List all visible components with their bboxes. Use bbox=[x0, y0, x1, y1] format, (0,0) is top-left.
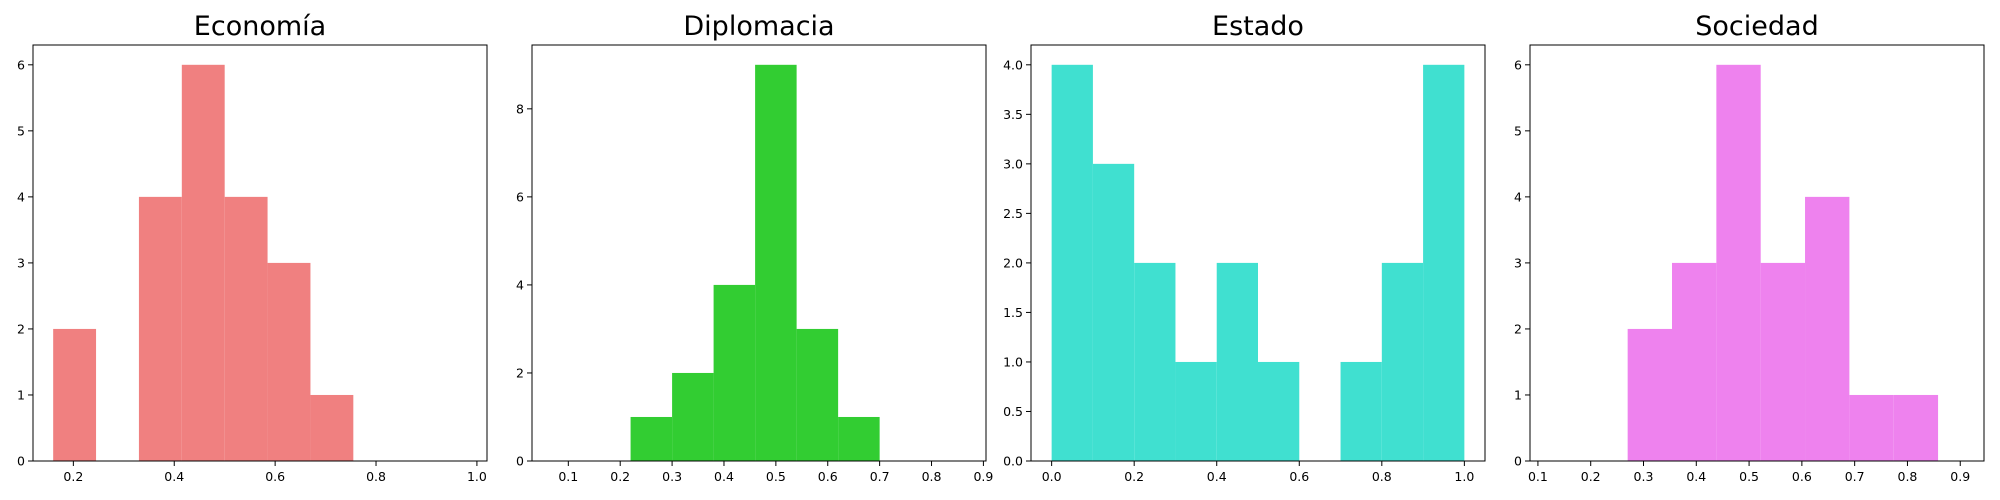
histogram-bar-5 bbox=[1258, 361, 1300, 461]
panel-sociedad: Sociedad 0.1 0.2 0.3 0.4 0.5 0.6 0.7 0.8 0.9 0 1 2 3… bbox=[1514, 11, 1985, 484]
y-tick-label: 1 bbox=[17, 387, 25, 402]
y-tick-label: 1.5 bbox=[1003, 305, 1023, 320]
panel-title: Sociedad bbox=[1695, 11, 1818, 42]
x-tick-label: 0.5 bbox=[1739, 469, 1759, 484]
histogram-bar-6 bbox=[1893, 394, 1939, 461]
y-tick-label: 3 bbox=[1514, 255, 1522, 270]
histogram-bar-4 bbox=[224, 196, 268, 461]
y-tick-label: 2.5 bbox=[1003, 206, 1023, 221]
histogram-bar-2 bbox=[713, 284, 756, 461]
y-tick-label: 3.0 bbox=[1003, 156, 1023, 171]
y-tick-label: 6 bbox=[17, 57, 25, 72]
histogram-bar-0 bbox=[630, 416, 673, 461]
x-tick-label: 0.2 bbox=[610, 469, 630, 484]
y-tick-label: 5 bbox=[1514, 123, 1522, 138]
x-tick-label: 0.4 bbox=[1686, 469, 1706, 484]
histogram-bar-3 bbox=[1175, 361, 1217, 461]
histogram-bar-1 bbox=[1672, 262, 1717, 461]
y-tick-label: 2 bbox=[17, 321, 25, 336]
x-tick-label: 0.3 bbox=[662, 469, 682, 484]
histogram-bar-2 bbox=[1716, 64, 1761, 462]
axes-frame bbox=[32, 44, 488, 462]
panel-economia: Economía 0.2 0.4 0.6 0.8 1.0 0 1 2 3 4 5 6 bbox=[17, 11, 488, 484]
axes-frame bbox=[1030, 44, 1486, 462]
axes-frame bbox=[1529, 44, 1985, 462]
histogram-bar-5 bbox=[1849, 394, 1894, 461]
x-tick-label: 0.4 bbox=[164, 469, 184, 484]
histogram-bar-2 bbox=[1134, 262, 1176, 461]
x-tick-label: 1.0 bbox=[1454, 469, 1474, 484]
y-tick-label: 4 bbox=[516, 277, 524, 292]
x-tick-label: 0.4 bbox=[714, 469, 734, 484]
x-tick-label: 0.0 bbox=[1042, 469, 1062, 484]
x-tick-label: 0.2 bbox=[63, 469, 83, 484]
x-tick-label: 0.6 bbox=[1792, 469, 1812, 484]
y-tick-label: 0 bbox=[1514, 454, 1522, 469]
histogram-bar-0 bbox=[1627, 328, 1673, 461]
y-tick-label: 6 bbox=[516, 189, 524, 204]
y-tick-label: 2 bbox=[1514, 321, 1522, 336]
x-tick-label: 1.0 bbox=[467, 469, 487, 484]
histogram-bar-4 bbox=[1216, 262, 1258, 461]
x-tick-label: 0.8 bbox=[922, 469, 942, 484]
histogram-bar-4 bbox=[796, 328, 839, 461]
y-tick-label: 6 bbox=[1514, 57, 1522, 72]
histogram-bar-0 bbox=[53, 328, 97, 461]
panel-title: Estado bbox=[1212, 11, 1304, 42]
x-tick-label: 0.1 bbox=[558, 469, 578, 484]
x-tick-label: 0.2 bbox=[1124, 469, 1144, 484]
y-tick-label: 4 bbox=[17, 189, 25, 204]
x-tick-label: 0.6 bbox=[265, 469, 285, 484]
histogram-bar-8 bbox=[1381, 262, 1424, 461]
y-tick-label: 0.5 bbox=[1003, 404, 1023, 419]
y-tick-label: 3.5 bbox=[1003, 107, 1023, 122]
x-tick-label: 0.7 bbox=[870, 469, 890, 484]
histogram-bar-3 bbox=[1760, 262, 1806, 461]
y-tick-label: 5 bbox=[17, 123, 25, 138]
x-tick-label: 0.4 bbox=[1207, 469, 1227, 484]
x-tick-label: 0.7 bbox=[1845, 469, 1865, 484]
y-tick-label: 0.0 bbox=[1003, 454, 1023, 469]
x-tick-label: 0.6 bbox=[818, 469, 838, 484]
x-tick-label: 0.8 bbox=[1372, 469, 1392, 484]
histogram-bar-4 bbox=[1805, 196, 1850, 461]
histogram-bar-2 bbox=[138, 196, 182, 461]
x-tick-label: 0.1 bbox=[1528, 469, 1548, 484]
y-tick-label: 2 bbox=[516, 365, 524, 380]
panel-title: Economía bbox=[194, 11, 326, 42]
y-tick-label: 0 bbox=[17, 454, 25, 469]
histogram-bar-9 bbox=[1423, 64, 1465, 462]
x-tick-label: 0.8 bbox=[1898, 469, 1918, 484]
x-tick-label: 0.3 bbox=[1634, 469, 1654, 484]
x-tick-label: 0.6 bbox=[1289, 469, 1309, 484]
histogram-bar-1 bbox=[1092, 163, 1135, 461]
y-tick-label: 0 bbox=[516, 454, 524, 469]
x-tick-label: 0.2 bbox=[1581, 469, 1601, 484]
x-tick-label: 0.9 bbox=[973, 469, 993, 484]
histogram-bar-5 bbox=[838, 416, 880, 461]
panel-title: Diplomacia bbox=[683, 11, 834, 42]
histogram-bar-1 bbox=[672, 372, 714, 461]
histogram-bar-7 bbox=[1340, 361, 1382, 461]
histogram-bar-6 bbox=[310, 394, 354, 461]
y-tick-label: 3 bbox=[17, 255, 25, 270]
panel-estado: Estado 0.0 0.2 0.4 0.6 0.8 1.0 0.0 0.5 1.0 1.5 2.0… bbox=[1003, 11, 1486, 484]
histogram-bar-5 bbox=[267, 262, 311, 461]
axes-frame bbox=[531, 44, 987, 462]
y-tick-label: 4 bbox=[1514, 189, 1522, 204]
y-tick-label: 1 bbox=[1514, 387, 1522, 402]
y-tick-label: 2.0 bbox=[1003, 255, 1023, 270]
y-tick-label: 1.0 bbox=[1003, 354, 1023, 369]
y-tick-label: 8 bbox=[516, 101, 524, 116]
y-tick-label: 4.0 bbox=[1003, 57, 1023, 72]
histogram-bar-3 bbox=[181, 64, 225, 462]
histogram-bar-0 bbox=[1051, 64, 1093, 462]
x-tick-label: 0.5 bbox=[766, 469, 786, 484]
histogram-bar-3 bbox=[755, 64, 797, 462]
x-tick-label: 0.8 bbox=[366, 469, 386, 484]
panel-diplomacia: Diplomacia 0.1 0.2 0.3 0.4 0.5 0.6 0.7 0.8 0.9 0 2… bbox=[516, 11, 993, 484]
x-tick-label: 0.9 bbox=[1950, 469, 1970, 484]
